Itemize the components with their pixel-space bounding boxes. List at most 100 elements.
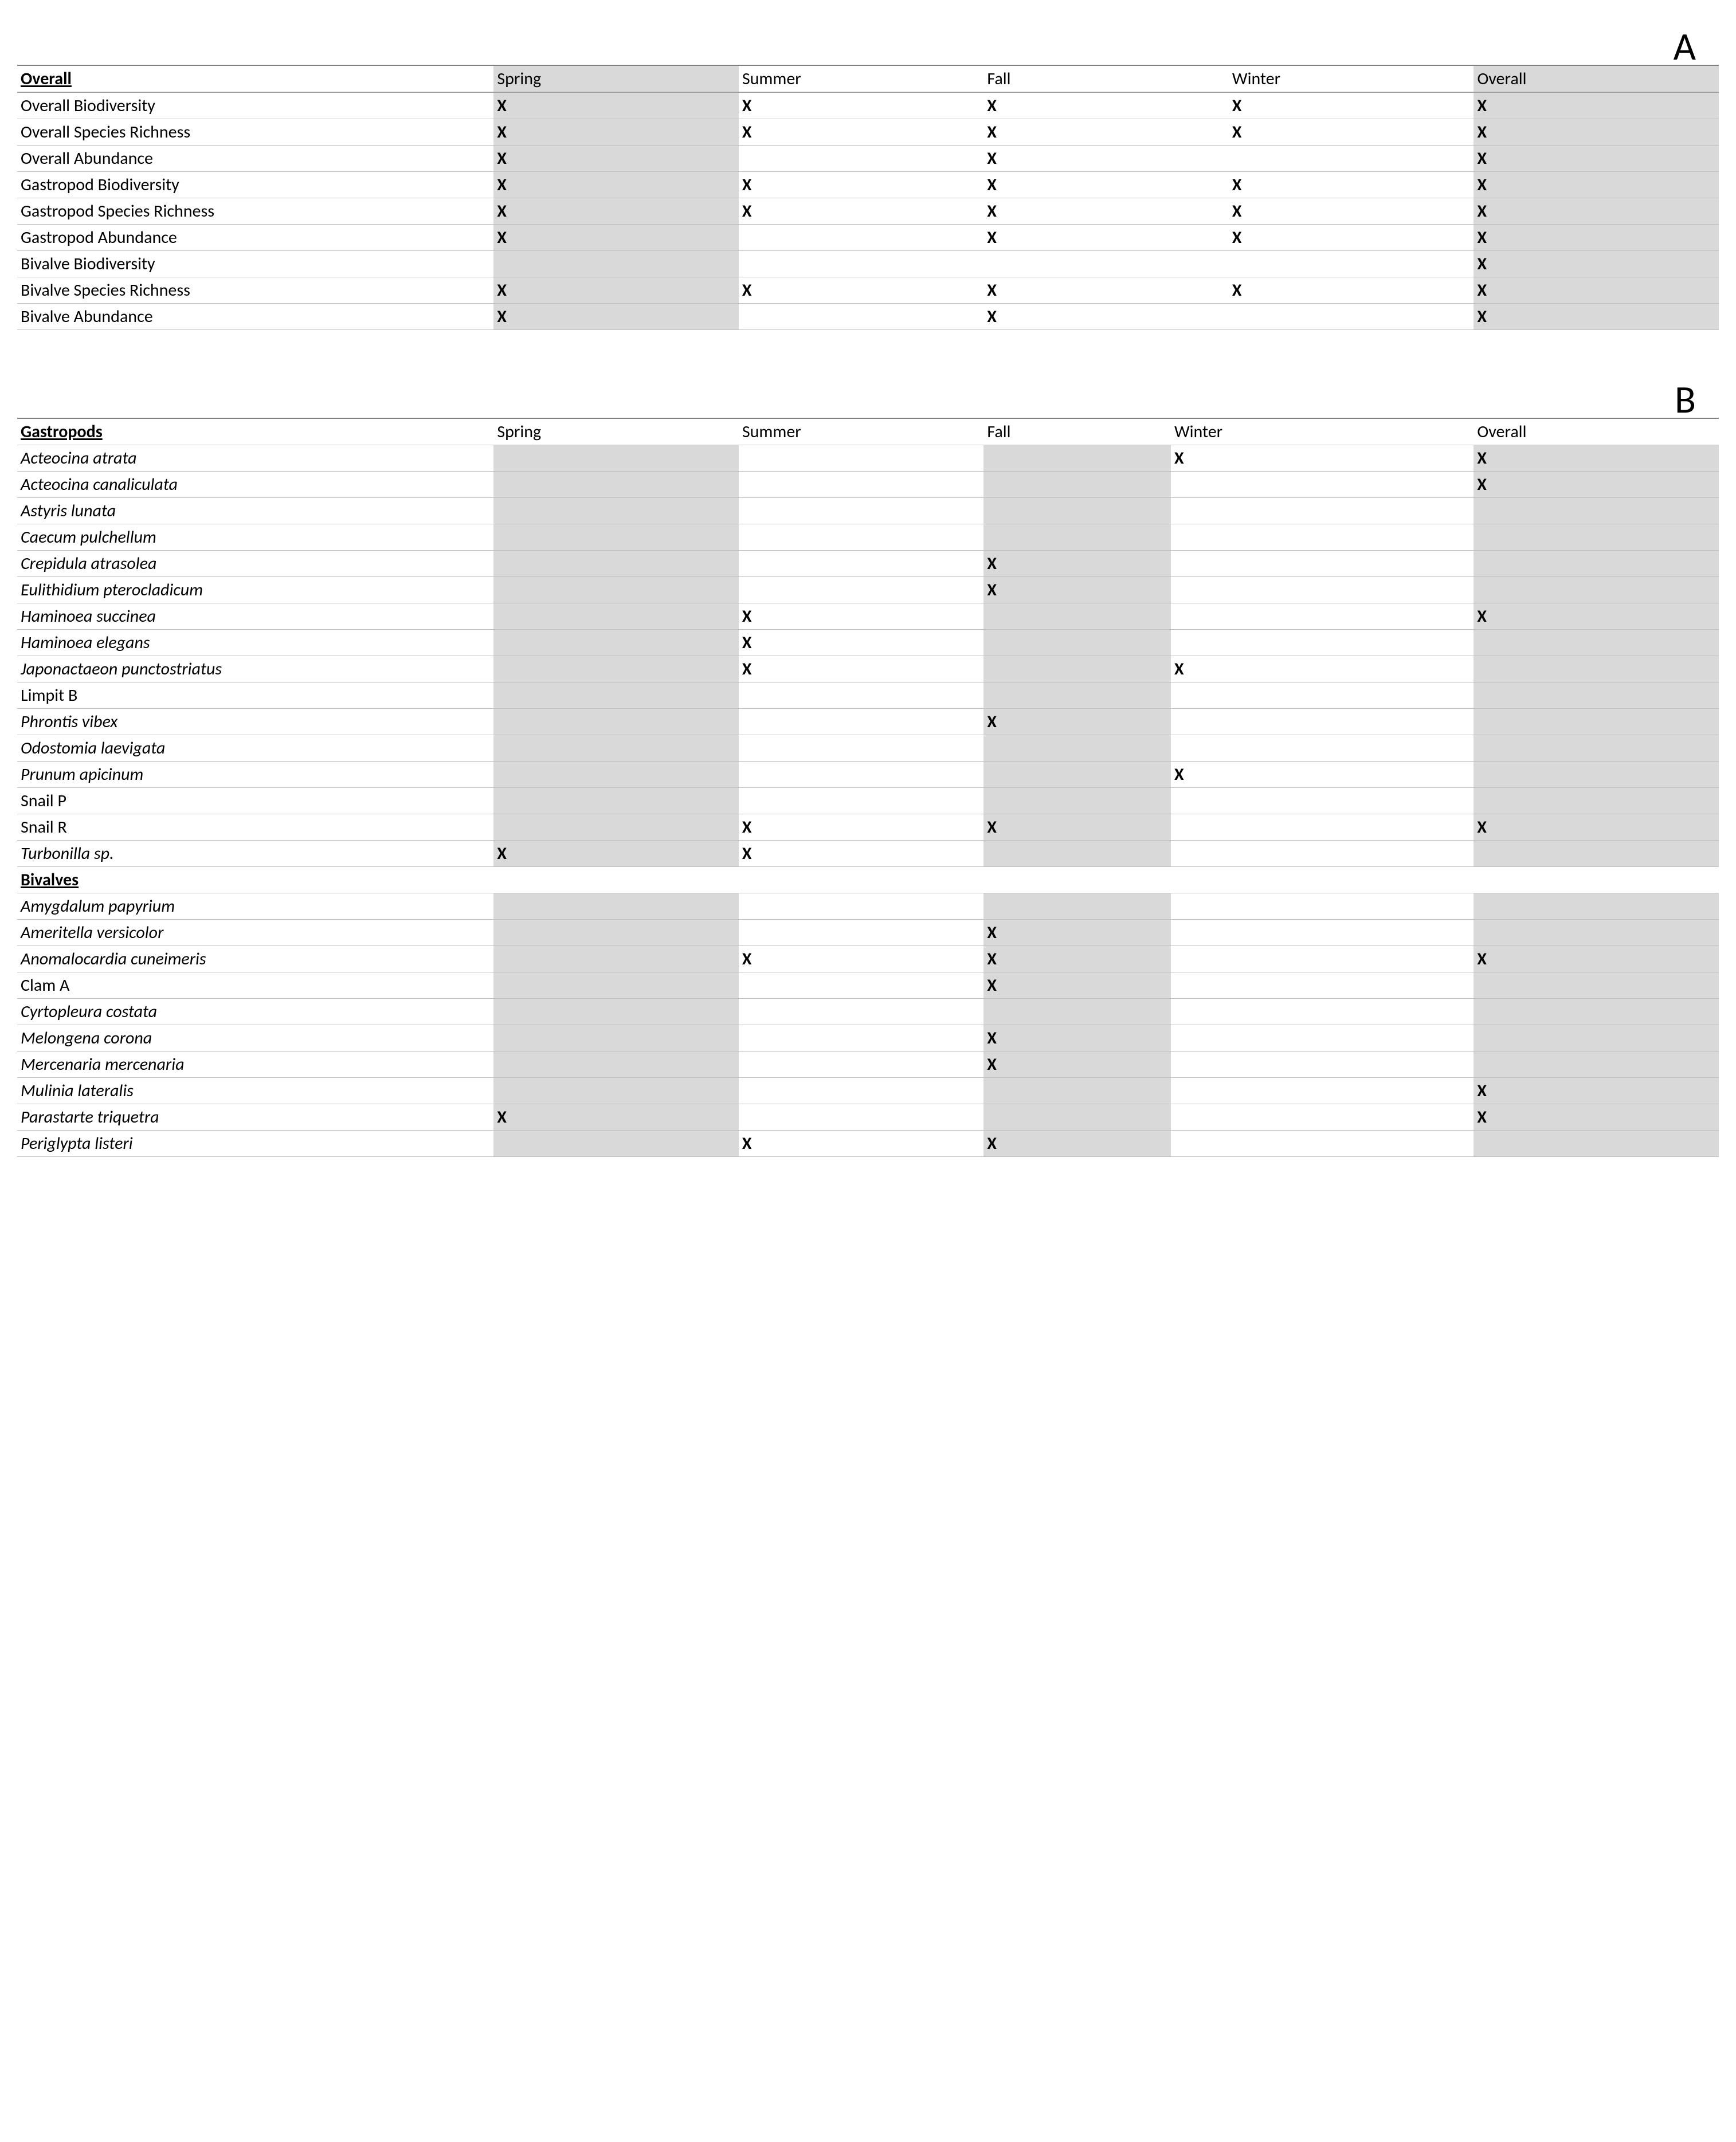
cell: [739, 999, 984, 1025]
cell: [1171, 709, 1474, 735]
cell: [1474, 630, 1719, 656]
table-row: Amygdalum papyrium: [17, 893, 1719, 920]
cell: X: [1229, 92, 1474, 119]
cell: [739, 472, 984, 498]
column-header: [739, 867, 984, 893]
cell: X: [1229, 172, 1474, 198]
row-label: Haminoea elegans: [17, 630, 493, 656]
cell: [1474, 656, 1719, 682]
table-row: Periglypta listeriXX: [17, 1131, 1719, 1157]
cell: [1474, 1025, 1719, 1052]
row-label: Overall Biodiversity: [17, 92, 493, 119]
cell: [1171, 972, 1474, 999]
cell: [493, 709, 739, 735]
row-label: Crepidula atrasolea: [17, 551, 493, 577]
table-row: Gastropod AbundanceXXXX: [17, 225, 1719, 251]
table-row: Cyrtopleura costata: [17, 999, 1719, 1025]
table-row: Gastropod BiodiversityXXXXX: [17, 172, 1719, 198]
table-row: Limpit B: [17, 682, 1719, 709]
cell: [1474, 735, 1719, 762]
cell: [1474, 972, 1719, 999]
cell: [739, 251, 984, 277]
cell: X: [739, 946, 984, 972]
cell: X: [983, 551, 1171, 577]
cell: [739, 445, 984, 472]
cell: [1171, 788, 1474, 814]
cell: [739, 682, 984, 709]
row-label: Gastropod Abundance: [17, 225, 493, 251]
cell: [1171, 920, 1474, 946]
cell: X: [1171, 656, 1474, 682]
cell: [1171, 577, 1474, 603]
panel-a-col-winter: Winter: [1229, 65, 1474, 92]
cell: [739, 920, 984, 946]
cell: [983, 841, 1171, 867]
row-label: Mercenaria mercenaria: [17, 1052, 493, 1078]
cell: X: [493, 225, 739, 251]
table-row: Anomalocardia cuneimerisXXX: [17, 946, 1719, 972]
cell: [1171, 472, 1474, 498]
panel-b-table: GastropodsSpringSummerFallWinterOverallA…: [17, 418, 1719, 1157]
cell: X: [739, 198, 984, 225]
cell: X: [739, 603, 984, 630]
row-label: Prunum apicinum: [17, 762, 493, 788]
cell: X: [493, 1104, 739, 1131]
cell: [493, 524, 739, 551]
table-row: Haminoea elegans X: [17, 630, 1719, 656]
cell: [739, 735, 984, 762]
cell: X: [1474, 198, 1719, 225]
row-label: Ameritella versicolor: [17, 920, 493, 946]
cell: X: [1474, 119, 1719, 146]
cell: [739, 893, 984, 920]
cell: X: [1171, 762, 1474, 788]
cell: [493, 814, 739, 841]
table-row: Crepidula atrasolea X: [17, 551, 1719, 577]
cell: [493, 630, 739, 656]
cell: X: [739, 630, 984, 656]
row-label: Clam A: [17, 972, 493, 999]
cell: [983, 893, 1171, 920]
row-label: Turbonilla sp.: [17, 841, 493, 867]
cell: [983, 1078, 1171, 1104]
cell: [1474, 682, 1719, 709]
cell: [493, 603, 739, 630]
table-row: Bivalve AbundanceXXX: [17, 304, 1719, 330]
cell: [1474, 1052, 1719, 1078]
section-header-row: Bivalves: [17, 867, 1719, 893]
table-row: Acteocina canaliculataX: [17, 472, 1719, 498]
table-row: Overall AbundanceXXX: [17, 146, 1719, 172]
cell: [493, 498, 739, 524]
cell: X: [1229, 119, 1474, 146]
cell: X: [739, 656, 984, 682]
cell: X: [983, 946, 1171, 972]
cell: [983, 603, 1171, 630]
row-label: Bivalve Biodiversity: [17, 251, 493, 277]
table-row: Eulithidium pterocladicumX: [17, 577, 1719, 603]
cell: [983, 762, 1171, 788]
cell: X: [493, 119, 739, 146]
row-label: Anomalocardia cuneimeris: [17, 946, 493, 972]
table-row: Prunum apicinum X: [17, 762, 1719, 788]
cell: X: [983, 92, 1229, 119]
panel-a-col-spring: Spring: [493, 65, 739, 92]
cell: [1171, 524, 1474, 551]
row-label: Astyris lunata: [17, 498, 493, 524]
cell: X: [983, 577, 1171, 603]
cell: [739, 709, 984, 735]
cell: X: [1474, 92, 1719, 119]
cell: X: [1474, 946, 1719, 972]
cell: X: [1474, 1078, 1719, 1104]
cell: [1171, 630, 1474, 656]
cell: X: [1474, 1104, 1719, 1131]
cell: [1171, 893, 1474, 920]
cell: X: [1474, 304, 1719, 330]
cell: X: [739, 841, 984, 867]
table-row: Phrontis vibexX: [17, 709, 1719, 735]
cell: [983, 472, 1171, 498]
cell: X: [493, 198, 739, 225]
cell: [493, 972, 739, 999]
cell: X: [983, 225, 1229, 251]
row-label: Overall Abundance: [17, 146, 493, 172]
cell: [493, 788, 739, 814]
cell: X: [983, 920, 1171, 946]
